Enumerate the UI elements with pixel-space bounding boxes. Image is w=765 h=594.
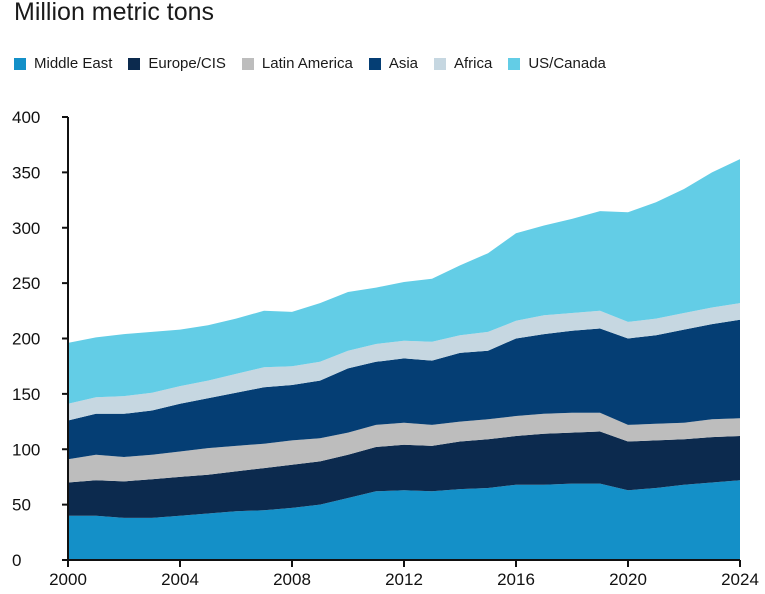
chart-legend: Middle East Europe/CIS Latin America Asi… <box>14 55 622 72</box>
y-tick-label: 350 <box>12 163 40 182</box>
x-tick-label: 2004 <box>161 570 199 589</box>
legend-swatch-latin-america <box>241 57 254 70</box>
legend-item-europe-cis: Europe/CIS <box>128 55 226 72</box>
x-tick-label: 2012 <box>385 570 423 589</box>
legend-label-asia: Asia <box>388 55 418 72</box>
legend-label-africa: Africa <box>454 55 493 72</box>
legend-item-middle-east: Middle East <box>14 55 112 72</box>
legend-swatch-europe-cis <box>128 57 141 70</box>
legend-item-africa: Africa <box>434 55 492 72</box>
y-tick-label: 400 <box>12 108 40 127</box>
area-series-africa <box>68 303 740 421</box>
legend-swatch-asia <box>368 57 381 70</box>
legend-item-asia: Asia <box>368 55 418 72</box>
y-tick-label: 200 <box>12 330 40 349</box>
legend-label-latin-america: Latin America <box>261 55 353 72</box>
y-tick-label: 150 <box>12 385 40 404</box>
area-series-latin-america <box>68 412 740 483</box>
legend-swatch-us-canada <box>508 57 521 70</box>
chart-subtitle: Million metric tons <box>14 0 215 26</box>
legend-label-middle-east: Middle East <box>34 55 113 72</box>
legend-swatch-africa <box>434 57 446 70</box>
x-tick-label: 2020 <box>609 570 647 589</box>
y-tick-label: 0 <box>12 551 21 570</box>
y-tick-label: 300 <box>12 219 40 238</box>
legend-label-us-canada: US/Canada <box>528 55 606 72</box>
legend-label-europe-cis: Europe/CIS <box>148 55 226 72</box>
legend-item-latin-america: Latin America <box>241 55 353 72</box>
x-tick-label: 2000 <box>49 570 87 589</box>
legend-swatch-middle-east <box>14 57 26 70</box>
area-series-europe-cis <box>68 431 740 518</box>
x-tick-label: 2008 <box>273 570 311 589</box>
y-tick-label: 250 <box>12 274 40 293</box>
y-tick-label: 100 <box>12 440 40 459</box>
area-series-middle-east <box>68 480 740 560</box>
x-tick-label: 2016 <box>497 570 535 589</box>
legend-item-us-canada: US/Canada <box>508 55 606 72</box>
x-tick-label: 2024 <box>721 570 759 589</box>
area-series-asia <box>68 319 740 460</box>
area-series-us-canada <box>68 159 740 404</box>
y-tick-label: 50 <box>12 496 31 515</box>
